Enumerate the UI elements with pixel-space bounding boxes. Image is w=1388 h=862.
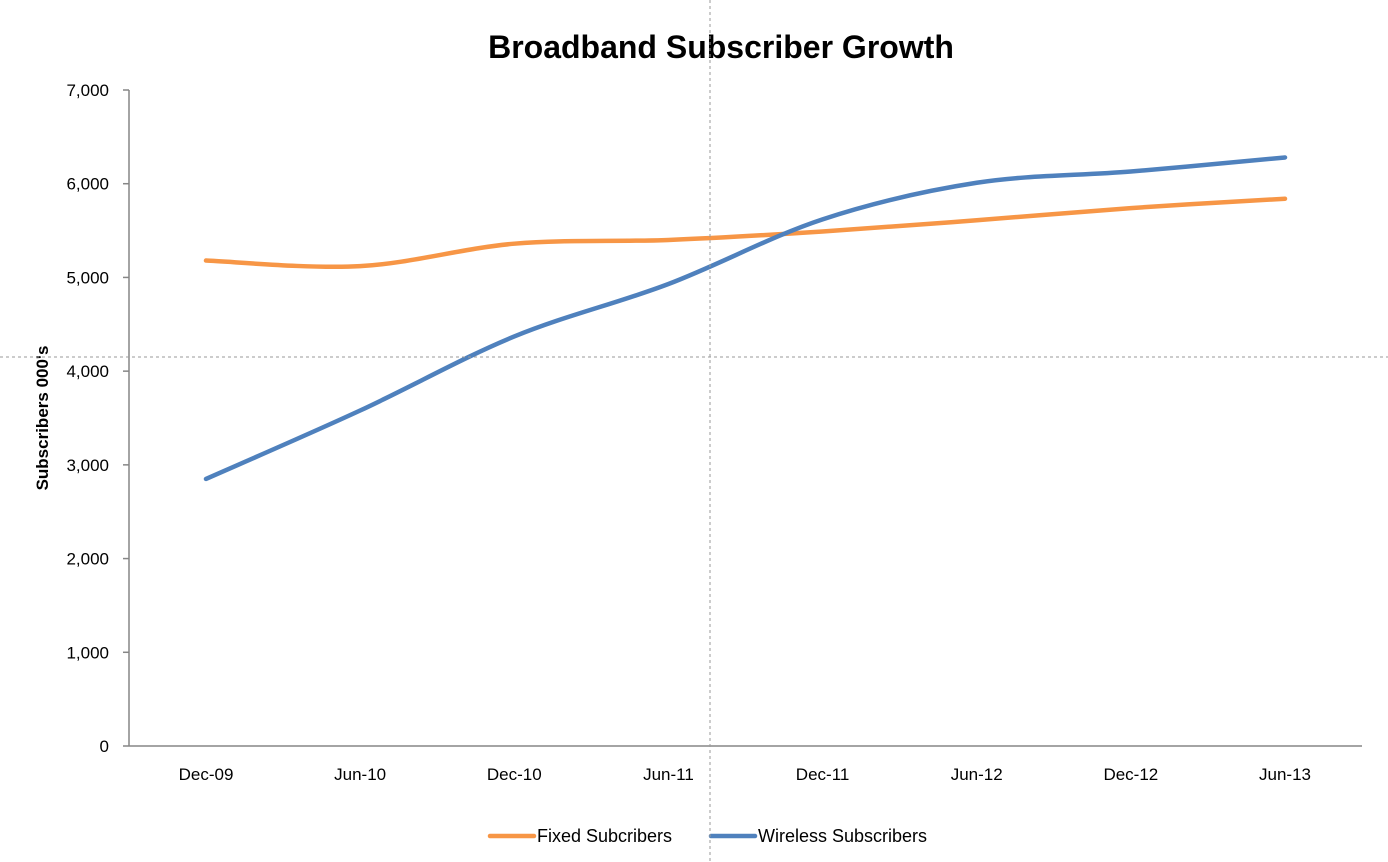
x-tick-label: Jun-10 xyxy=(334,765,386,784)
legend: Fixed Subcribers Wireless Subscribers xyxy=(487,826,927,846)
x-tick-label: Jun-12 xyxy=(951,765,1003,784)
x-tick-label: Dec-10 xyxy=(487,765,542,784)
legend-label: Fixed Subcribers xyxy=(537,826,672,846)
x-tick-label: Dec-12 xyxy=(1103,765,1158,784)
y-tick-label: 2,000 xyxy=(66,550,109,569)
chart-title: Broadband Subscriber Growth xyxy=(488,29,954,65)
series-line-fixed-subcribers xyxy=(203,196,1288,270)
x-tick-label: Dec-11 xyxy=(796,765,850,784)
series-layer xyxy=(203,155,1288,482)
y-axis-ticks: 0 1,000 2,000 3,000 4,000 5,000 6,000 7,000 xyxy=(66,81,129,756)
x-axis-ticks: Dec-09 Jun-10 Dec-10 Jun-11 Dec-11 Jun-12 Dec-… xyxy=(179,765,1311,784)
x-tick-label: Jun-13 xyxy=(1259,765,1311,784)
y-tick-label: 1,000 xyxy=(66,643,109,662)
x-tick-label: Jun-11 xyxy=(643,765,694,784)
y-tick-label: 7,000 xyxy=(66,81,109,100)
y-tick-label: 3,000 xyxy=(66,456,109,475)
x-tick-label: Dec-09 xyxy=(179,765,234,784)
y-tick-label: 5,000 xyxy=(66,268,109,287)
y-tick-label: 6,000 xyxy=(66,175,109,194)
series-line-wireless-subscribers xyxy=(203,155,1288,482)
y-axis-label: Subscribers 000's xyxy=(33,346,52,491)
y-tick-label: 4,000 xyxy=(66,362,109,381)
legend-label: Wireless Subscribers xyxy=(758,826,927,846)
y-tick-label: 0 xyxy=(100,737,109,756)
